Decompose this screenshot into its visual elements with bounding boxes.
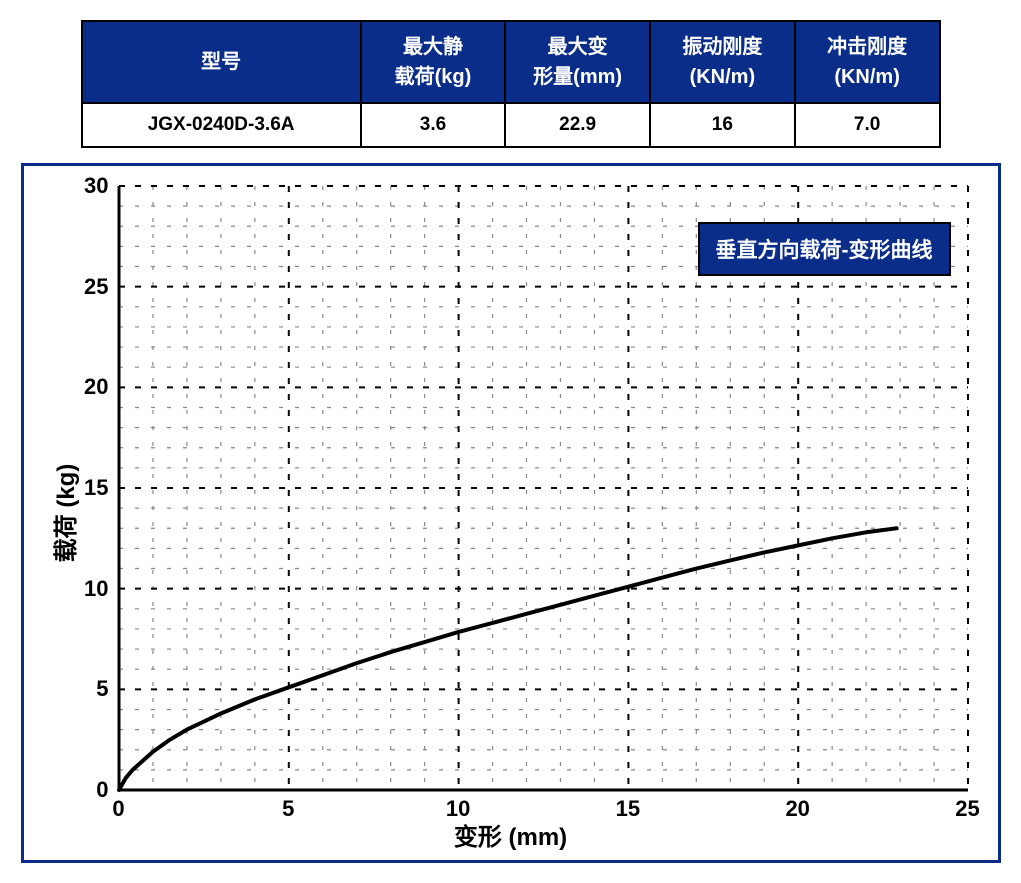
y-tick-label: 20 <box>69 374 109 400</box>
y-tick-label: 15 <box>69 475 109 501</box>
col-shock-stiffness: 冲击刚度 (KN/m) <box>795 21 940 103</box>
x-axis-label: 变形 (mm) <box>454 817 567 852</box>
y-tick-label: 30 <box>69 173 109 199</box>
x-tick-label: 5 <box>282 796 294 822</box>
col-model-label: 型号 <box>201 51 241 73</box>
col-model: 型号 <box>82 21 361 103</box>
col-vibration-stiffness-l1: 振动刚度 <box>682 36 762 58</box>
col-shock-stiffness-l1: 冲击刚度 <box>827 36 907 58</box>
cell-model: JGX-0240D-3.6A <box>82 103 361 147</box>
plot-area <box>119 186 968 790</box>
plot-svg <box>119 186 968 790</box>
col-max-deformation: 最大变 形量(mm) <box>505 21 650 103</box>
x-tick-label: 25 <box>955 796 979 822</box>
y-tick-label: 5 <box>69 676 109 702</box>
y-tick-label: 0 <box>69 777 109 803</box>
cell-shock-stiffness: 7.0 <box>795 103 940 147</box>
col-vibration-stiffness-l2: (KN/m) <box>690 66 756 88</box>
x-tick-label: 0 <box>112 796 124 822</box>
cell-max-deformation: 22.9 <box>505 103 650 147</box>
spec-table: 型号 最大静 载荷(kg) 最大变 形量(mm) 振动刚度 (KN/m) 冲击刚… <box>81 20 941 148</box>
spec-data-row: JGX-0240D-3.6A 3.6 22.9 16 7.0 <box>82 103 940 147</box>
col-vibration-stiffness: 振动刚度 (KN/m) <box>650 21 795 103</box>
x-tick-label: 10 <box>446 796 470 822</box>
x-tick-label: 15 <box>616 796 640 822</box>
cell-vibration-stiffness: 16 <box>650 103 795 147</box>
col-max-static-load-l1: 最大静 <box>403 36 463 58</box>
col-max-deformation-l1: 最大变 <box>548 36 608 58</box>
y-tick-label: 10 <box>69 576 109 602</box>
cell-max-static-load: 3.6 <box>361 103 506 147</box>
spec-header-row: 型号 最大静 载荷(kg) 最大变 形量(mm) 振动刚度 (KN/m) 冲击刚… <box>82 21 940 103</box>
chart-legend: 垂直方向载荷-变形曲线 <box>698 222 951 276</box>
col-max-deformation-l2: 形量(mm) <box>533 66 622 88</box>
y-tick-label: 25 <box>69 274 109 300</box>
chart-frame: 载荷 (kg) 变形 (mm) 0510152025300510152025垂直… <box>21 163 1001 863</box>
x-tick-label: 20 <box>785 796 809 822</box>
col-max-static-load: 最大静 载荷(kg) <box>361 21 506 103</box>
col-max-static-load-l2: 载荷(kg) <box>395 66 472 88</box>
col-shock-stiffness-l2: (KN/m) <box>834 66 900 88</box>
